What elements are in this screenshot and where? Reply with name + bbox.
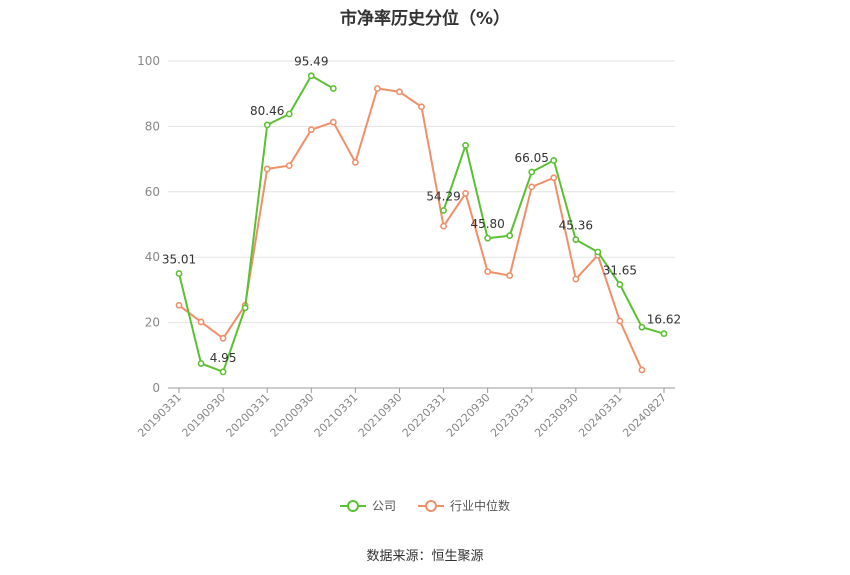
data-label: 54.29 (426, 189, 460, 203)
company-data-point (484, 234, 492, 242)
data-label: 16.62 (647, 313, 681, 327)
y-tick-label: 0 (152, 381, 160, 395)
company-data-point (285, 110, 293, 118)
data-label: 45.80 (470, 217, 504, 231)
company-data-point (219, 368, 227, 376)
grid-lines (168, 60, 675, 324)
x-tick-label: 20220930 (444, 391, 493, 440)
company-data-point (329, 85, 337, 92)
x-tick-label: 20230331 (488, 391, 537, 440)
industry-data-point (572, 275, 580, 283)
industry-data-point (263, 165, 271, 173)
x-axis-ticks: 2019033120190930202003312020093020210331… (135, 388, 669, 440)
legend-item-company[interactable]: 公司 (339, 497, 396, 514)
legend-company-label: 公司 (371, 499, 396, 513)
industry-data-point (506, 272, 514, 279)
y-tick-label: 20 (145, 316, 160, 330)
industry-data-point (219, 334, 227, 342)
company-data-point (462, 141, 469, 149)
data-label: 95.49 (294, 55, 328, 69)
data-label: 66.05 (515, 151, 549, 165)
y-tick-label: 60 (145, 185, 160, 199)
y-axis-ticks: 0 20 40 60 80 100 (137, 54, 160, 395)
industry-data-point (175, 301, 183, 309)
legend: 公司 行业中位数 (0, 497, 850, 514)
industry-data-point (418, 103, 425, 111)
company-data-point (528, 168, 536, 176)
company-data-point (550, 157, 558, 164)
industry-data-point (374, 85, 381, 92)
x-tick-label: 20240827 (620, 391, 669, 440)
legend-industry-label: 行业中位数 (450, 499, 511, 513)
company-data-point (440, 207, 447, 214)
industry-data-point (329, 118, 337, 126)
company-series-line (442, 144, 665, 335)
data-label: 35.01 (162, 253, 196, 267)
industry-data-point (396, 88, 403, 96)
chart-title: 市净率历史分位（%） (339, 9, 511, 29)
company-series-line (178, 74, 334, 373)
x-tick-label: 20230930 (532, 391, 581, 440)
company-data-point (638, 323, 646, 331)
data-source: 数据来源：恒生聚源 (366, 549, 484, 564)
x-tick-label: 20220331 (400, 391, 449, 440)
company-data-point (175, 270, 183, 277)
data-label: 45.36 (559, 219, 593, 233)
data-label: 80.46 (250, 104, 284, 118)
x-tick-label: 20210331 (312, 391, 361, 440)
company-data-point (572, 236, 580, 244)
company-data-point (197, 360, 205, 367)
industry-data-point (197, 318, 205, 326)
x-tick-label: 20200930 (268, 391, 317, 440)
industry-data-point (484, 268, 492, 275)
company-data-point (660, 330, 668, 338)
industry-data-point (616, 317, 624, 325)
company-data-point (263, 121, 271, 129)
series-layer (175, 72, 668, 376)
industry-data-point (440, 222, 447, 230)
legend-industry-marker-icon (418, 499, 444, 512)
y-tick-label: 80 (145, 119, 160, 133)
industry-data-point (638, 366, 646, 374)
industry-series-line (178, 87, 643, 371)
x-tick-label: 20190331 (135, 391, 184, 440)
legend-company-marker-icon (339, 499, 366, 512)
company-data-point (594, 248, 602, 256)
y-tick-label: 100 (137, 54, 160, 68)
data-labels: 35.01 4.95 80.46 95.49 54.29 45.80 66.05 45.36 3… (162, 55, 681, 365)
industry-data-point (528, 183, 536, 191)
industry-data-point (307, 126, 315, 134)
x-tick-label: 20240331 (576, 391, 625, 440)
company-data-point (307, 72, 315, 80)
company-data-point (506, 232, 514, 240)
industry-data-point (351, 158, 359, 166)
x-tick-label: 20210930 (356, 391, 405, 440)
industry-data-point (285, 162, 293, 170)
data-label: 31.65 (603, 264, 637, 278)
y-tick-label: 40 (145, 250, 160, 264)
company-data-point (616, 281, 624, 288)
industry-data-point (550, 174, 558, 182)
x-tick-label: 20190930 (179, 391, 228, 440)
company-data-point (241, 304, 249, 312)
data-label: 4.95 (210, 351, 237, 365)
legend-item-industry[interactable]: 行业中位数 (418, 497, 510, 514)
industry-data-point (462, 190, 469, 197)
x-tick-label: 20200331 (224, 391, 273, 440)
